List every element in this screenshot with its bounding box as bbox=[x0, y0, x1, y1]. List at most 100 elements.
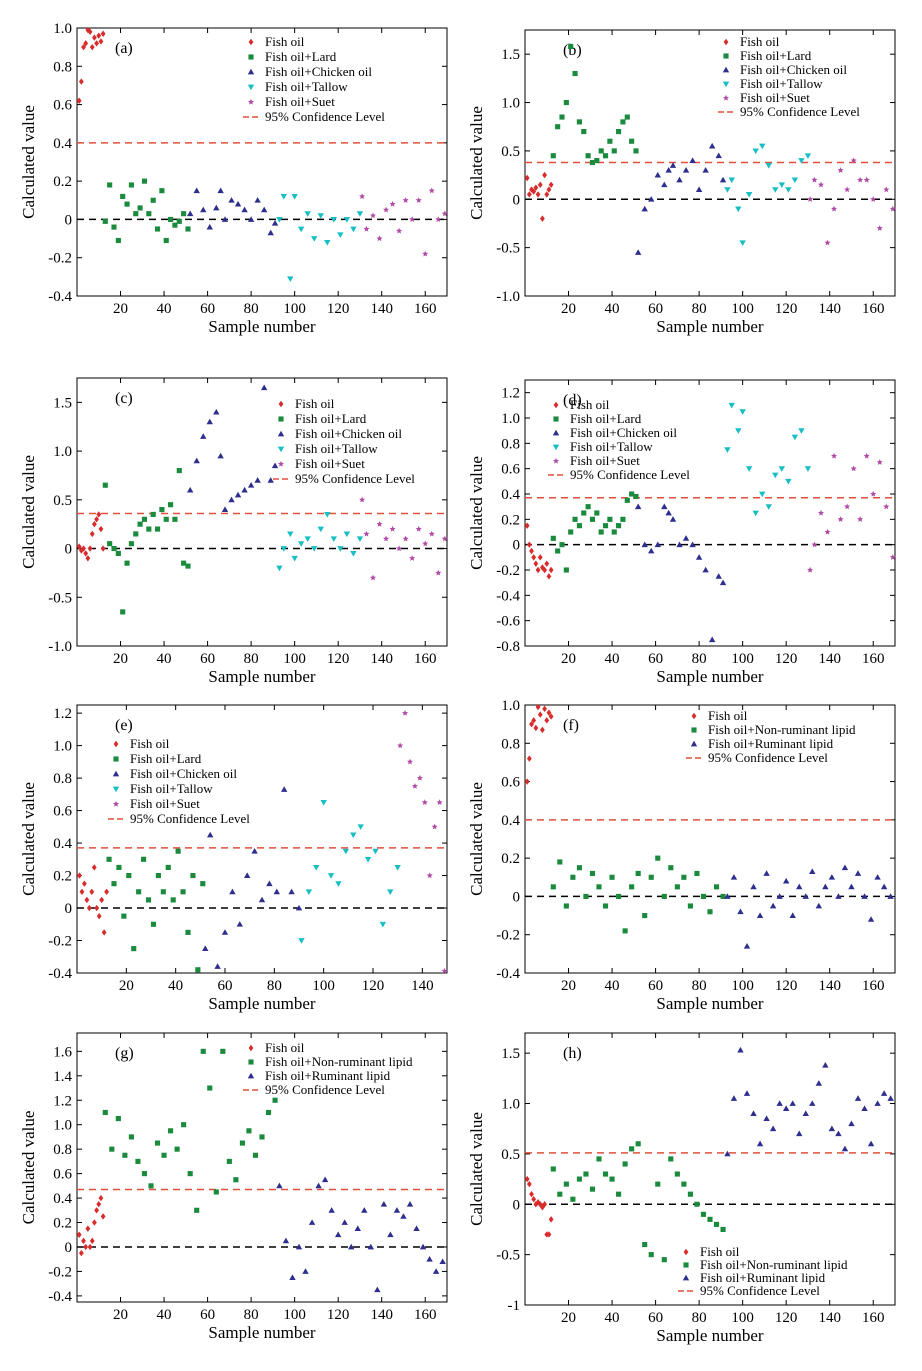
data-point bbox=[207, 1085, 213, 1091]
data-point bbox=[537, 554, 543, 561]
data-point bbox=[850, 157, 857, 164]
data-point bbox=[341, 1219, 348, 1225]
data-point bbox=[745, 192, 753, 198]
data-point bbox=[563, 567, 569, 573]
data-point bbox=[168, 216, 174, 222]
data-point bbox=[828, 1125, 836, 1132]
data-point bbox=[555, 124, 561, 130]
legend-label: Fish oil+Ruminant lipid bbox=[265, 1068, 391, 1083]
y-tick-label: 1.0 bbox=[501, 411, 520, 427]
chart-panel: 20 40 60 80 100 120 140 160 -0.4 -0.2 0 0.2 0.4 0.6 0.… bbox=[19, 21, 448, 336]
data-point bbox=[115, 237, 121, 244]
data-point bbox=[96, 1200, 102, 1208]
y-tick-label: 0.8 bbox=[53, 1142, 72, 1158]
x-tick-label: 80 bbox=[692, 1310, 707, 1326]
data-point bbox=[624, 497, 630, 503]
data-point bbox=[687, 903, 693, 909]
data-point bbox=[681, 874, 687, 880]
legend-swatch bbox=[248, 38, 254, 46]
data-point bbox=[861, 893, 868, 899]
data-point bbox=[343, 531, 351, 538]
data-point bbox=[648, 874, 654, 880]
data-point bbox=[526, 1180, 532, 1188]
data-point bbox=[334, 1231, 342, 1238]
data-point bbox=[96, 511, 102, 518]
data-point bbox=[629, 884, 635, 890]
data-point bbox=[291, 555, 298, 562]
data-point bbox=[107, 541, 113, 547]
data-point bbox=[665, 167, 672, 173]
y-tick-label: 1.2 bbox=[53, 706, 72, 722]
data-point bbox=[431, 823, 438, 830]
data-point bbox=[363, 225, 370, 232]
data-point bbox=[137, 205, 143, 211]
data-point bbox=[546, 573, 552, 580]
data-point bbox=[194, 1207, 200, 1213]
data-point bbox=[694, 870, 700, 877]
x-axis-label: Sample number bbox=[208, 317, 316, 336]
y-tick-label: 1.5 bbox=[53, 395, 72, 411]
legend-label: 95% Confidence Level bbox=[265, 109, 385, 124]
data-point bbox=[266, 880, 273, 887]
y-tick-label: 0.5 bbox=[501, 144, 520, 160]
data-point bbox=[304, 211, 311, 217]
chart-panel: 20 40 60 80 100 120 140 160 -1.0 -0.5 0 0.5 1.0 1.5 Sa… bbox=[467, 29, 896, 336]
y-axis-label: Calculated value bbox=[19, 1111, 38, 1225]
data-point bbox=[165, 864, 171, 870]
y-tick-label: 0.2 bbox=[53, 174, 72, 190]
data-point bbox=[141, 856, 147, 862]
data-point bbox=[540, 215, 545, 222]
x-tick-label: 160 bbox=[414, 301, 437, 317]
data-point bbox=[324, 512, 331, 518]
data-point bbox=[807, 566, 814, 573]
data-point bbox=[94, 516, 99, 523]
data-point bbox=[870, 490, 877, 497]
legend-label: Fish oil+Suet bbox=[740, 90, 810, 105]
data-point bbox=[159, 507, 165, 513]
data-point bbox=[436, 799, 443, 806]
data-point bbox=[634, 503, 642, 510]
x-axis-label: Sample number bbox=[208, 1323, 316, 1342]
x-axis-label: Sample number bbox=[208, 994, 316, 1013]
data-point bbox=[802, 893, 809, 899]
data-point bbox=[200, 206, 207, 213]
data-point bbox=[311, 236, 318, 242]
data-point bbox=[585, 153, 591, 159]
y-tick-label: 0.8 bbox=[501, 436, 520, 452]
data-point bbox=[817, 181, 825, 188]
y-tick-label: 0.8 bbox=[53, 771, 72, 787]
x-tick-label: 140 bbox=[818, 651, 841, 667]
data-point bbox=[867, 916, 875, 922]
data-point bbox=[880, 1090, 888, 1096]
data-point bbox=[233, 1177, 239, 1183]
data-point bbox=[708, 636, 716, 643]
x-tick-label: 100 bbox=[731, 301, 754, 317]
data-point bbox=[276, 217, 283, 223]
data-point bbox=[389, 200, 396, 207]
data-point bbox=[548, 566, 554, 574]
data-point bbox=[772, 472, 779, 479]
data-point bbox=[629, 491, 635, 497]
x-tick-label: 40 bbox=[168, 978, 183, 994]
x-tick-label: 120 bbox=[775, 1310, 798, 1326]
data-point bbox=[531, 717, 537, 724]
data-point bbox=[550, 884, 556, 890]
y-axis-label: Calculated value bbox=[467, 782, 486, 896]
legend-label: Fish oil+Tallow bbox=[295, 441, 378, 456]
data-point bbox=[413, 1225, 420, 1232]
data-point bbox=[94, 1207, 99, 1214]
data-point bbox=[83, 550, 89, 557]
legend-swatch bbox=[722, 81, 730, 88]
data-point bbox=[524, 174, 530, 182]
data-point bbox=[739, 240, 746, 246]
data-point bbox=[533, 560, 539, 567]
legend-swatch bbox=[690, 740, 698, 747]
x-tick-label: 80 bbox=[267, 978, 282, 994]
data-point bbox=[343, 217, 351, 223]
data-point bbox=[841, 864, 849, 871]
data-point bbox=[867, 1140, 875, 1147]
data-point bbox=[887, 893, 894, 899]
y-tick-label: -1.0 bbox=[496, 289, 520, 305]
y-tick-label: 0.4 bbox=[53, 136, 72, 152]
data-point bbox=[815, 902, 823, 909]
